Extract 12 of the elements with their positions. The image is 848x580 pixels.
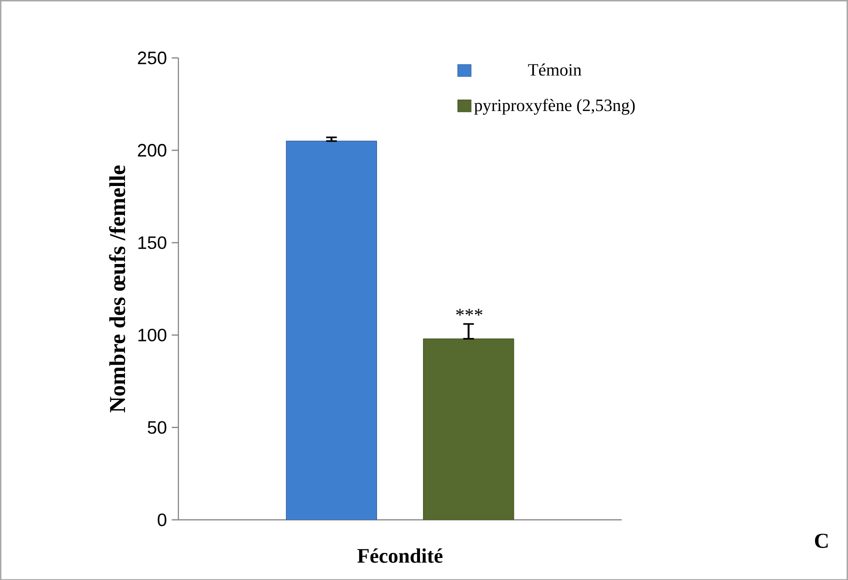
y-tick-label: 200 — [138, 144, 166, 156]
x-axis-title: Fécondité — [357, 548, 442, 563]
text: Témoin — [528, 63, 582, 76]
y-tick-label: 50 — [148, 420, 166, 434]
y-tick-label: 0 — [158, 513, 166, 526]
legend-label: pyriproxyfène (2,53ng) — [474, 98, 635, 115]
y-axis-title: Nombre des œufs /femelle — [109, 165, 126, 412]
annotation: *** — [456, 308, 482, 316]
y-tick-label: 150 — [138, 236, 166, 249]
text: C — [814, 533, 828, 548]
y-tick-label: 100 — [138, 328, 166, 342]
y-tick-label: 250 — [138, 51, 166, 64]
